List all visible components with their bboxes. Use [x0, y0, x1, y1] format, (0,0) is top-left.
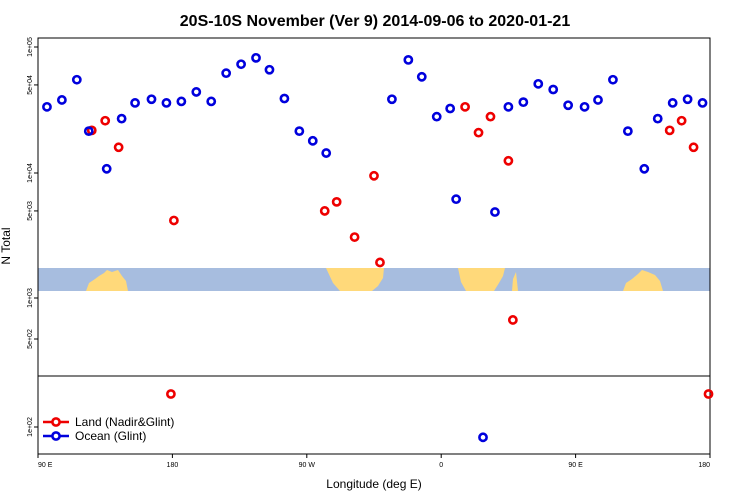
- ocean-point: [622, 126, 633, 137]
- ocean-point: [490, 207, 500, 217]
- ocean-point: [307, 135, 318, 146]
- y-axis-title: N Total: [0, 227, 13, 264]
- land-point: [319, 206, 330, 216]
- ocean-point: [682, 94, 693, 105]
- ocean-point: [608, 74, 618, 85]
- world-map-strip: [38, 268, 710, 291]
- land-point: [676, 115, 687, 126]
- x-tick-label: 180: [698, 462, 710, 469]
- ocean-point: [83, 126, 94, 137]
- landmass-3: [458, 268, 505, 291]
- ocean-point: [279, 93, 290, 104]
- land-point: [375, 257, 385, 268]
- land-point: [485, 111, 496, 122]
- ocean-point: [116, 113, 127, 124]
- land-point: [688, 142, 699, 153]
- ocean-point: [191, 87, 202, 97]
- ocean-point: [451, 194, 462, 205]
- ocean-point: [387, 94, 397, 105]
- x-axis-title: Longitude (deg E): [326, 477, 421, 491]
- chart-title: 20S-10S November (Ver 9) 2014-09-06 to 2…: [180, 13, 571, 30]
- x-axis: 90 E 180 90 W 0 90 E 180: [37, 454, 711, 469]
- ocean-point: [548, 84, 559, 95]
- ocean-point: [161, 98, 172, 108]
- y-axis: 1e+05 5e+04 1e+04 5e+03 1e+03 5e+02 1e+02: [27, 37, 38, 437]
- ocean-point: [697, 98, 708, 108]
- ocean-point: [71, 74, 82, 85]
- ocean-point: [579, 101, 590, 112]
- legend-label: Ocean (Glint): [75, 429, 146, 443]
- ocean-point: [503, 101, 514, 112]
- land-point: [664, 125, 675, 136]
- ocean-point: [431, 111, 442, 122]
- landmass-1: [86, 270, 128, 291]
- ocean-point: [101, 163, 112, 174]
- legend: Land (Nadir&Glint)Ocean (Glint): [43, 415, 174, 443]
- ocean-point: [416, 71, 427, 82]
- land-point: [460, 101, 470, 112]
- ocean-point: [667, 98, 678, 108]
- x-tick-label: 90 E: [38, 462, 53, 469]
- ocean-point: [593, 95, 603, 105]
- land-point: [113, 142, 124, 153]
- land-point: [507, 315, 518, 325]
- ocean-point: [478, 432, 488, 443]
- y-tick-label: 1e+04: [27, 163, 34, 183]
- y-tick-label: 1e+05: [27, 37, 34, 57]
- ocean-point: [321, 148, 332, 158]
- x-tick-label: 90 E: [568, 462, 583, 469]
- ocean-point: [42, 101, 52, 112]
- landmass-2: [326, 268, 384, 291]
- ocean-point: [652, 113, 663, 124]
- land-point: [349, 232, 360, 242]
- y-tick-label: 1e+03: [27, 288, 34, 308]
- landmass-5: [623, 270, 663, 291]
- ocean-point: [264, 64, 275, 75]
- ocean-point: [56, 95, 67, 105]
- legend-marker: [51, 431, 61, 441]
- land-point: [703, 389, 714, 399]
- legend-label: Land (Nadir&Glint): [75, 415, 174, 429]
- land-point: [503, 155, 514, 166]
- land-point: [100, 115, 111, 126]
- land-point: [168, 215, 179, 226]
- land-point: [331, 196, 342, 207]
- ocean-point: [533, 78, 544, 89]
- x-tick-label: 0: [439, 462, 443, 469]
- landmass-4: [512, 272, 518, 291]
- x-tick-label: 90 W: [299, 462, 316, 469]
- data-points: [42, 52, 714, 443]
- ocean-point: [130, 98, 140, 108]
- ocean-point: [206, 96, 217, 107]
- y-tick-label: 5e+02: [27, 329, 34, 349]
- land-point: [473, 127, 484, 138]
- ocean-point: [563, 100, 574, 111]
- land-point: [166, 389, 176, 399]
- ocean-point: [294, 126, 305, 137]
- ocean-point: [403, 54, 414, 65]
- ocean-point: [518, 97, 529, 108]
- ocean-point: [251, 52, 261, 63]
- ocean-point: [639, 163, 650, 174]
- y-tick-label: 5e+04: [27, 75, 34, 95]
- y-tick-label: 5e+03: [27, 201, 34, 221]
- ocean-point: [445, 103, 456, 114]
- ocean-point: [221, 68, 232, 79]
- ocean-point: [236, 59, 246, 70]
- plot-frame: [37, 37, 711, 455]
- y-tick-label: 1e+02: [27, 417, 34, 437]
- x-tick-label: 180: [167, 462, 179, 469]
- land-point: [369, 170, 379, 181]
- ocean-point: [146, 94, 157, 105]
- ocean-point: [176, 96, 187, 107]
- legend-marker: [51, 417, 61, 427]
